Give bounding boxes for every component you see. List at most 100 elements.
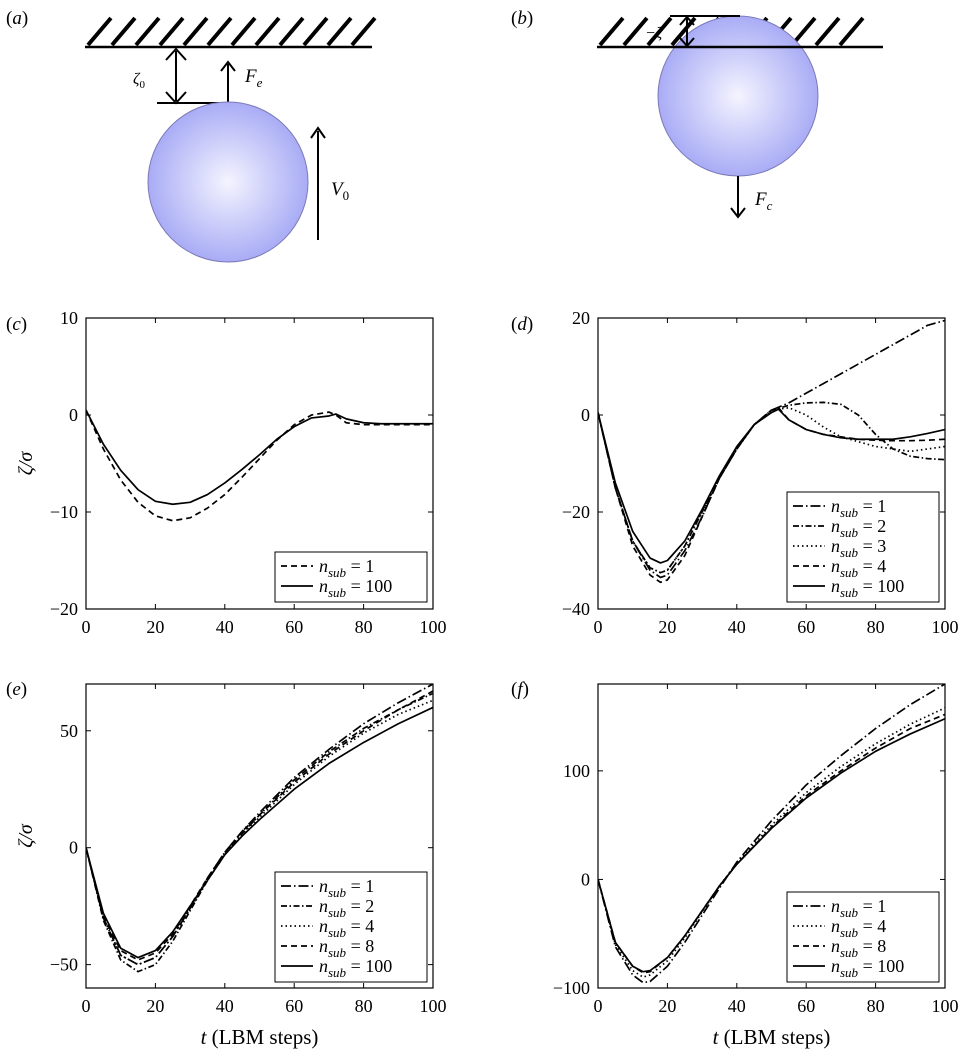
legend-box-e [274, 871, 428, 983]
legend-entry-f-1: nsub = 1 [831, 896, 886, 920]
x-tick-label-e-100: 100 [420, 996, 447, 1016]
series-line-e-100 [86, 706, 433, 959]
hatch-a-11 [350, 16, 377, 47]
panel-a-v0-arrowhead [310, 126, 326, 139]
hatch-a-2 [134, 16, 161, 47]
y-tick-label-c-10: 10 [60, 308, 78, 328]
x-tick-label-c-80: 80 [355, 617, 373, 637]
x-tick-label-e-20: 20 [146, 996, 164, 1016]
x-tick-label-c-40: 40 [216, 617, 234, 637]
legend-entry-d-100: nsub = 100 [831, 576, 904, 600]
series-line-c-1 [86, 409, 433, 522]
x-tick-label-f-60: 60 [797, 996, 815, 1016]
panel-c-letter: (c) [6, 314, 27, 335]
x-tick-label-d-100: 100 [932, 617, 959, 637]
x-tick-label-f-80: 80 [867, 996, 885, 1016]
hatch-a-5 [206, 16, 233, 47]
hatch-a-6 [230, 16, 257, 47]
legend-entry-e-4: nsub = 4 [319, 916, 374, 940]
axes-frame-e [85, 683, 434, 989]
hatch-a-9 [302, 16, 329, 47]
x-tick-label-d-40: 40 [728, 617, 746, 637]
y-tick-label-e-0: 0 [69, 838, 78, 858]
axes-frame-c [85, 317, 434, 610]
x-tick-label-d-0: 0 [594, 617, 603, 637]
legend-entry-d-3: nsub = 3 [831, 536, 886, 560]
x-tick-label-e-40: 40 [216, 996, 234, 1016]
legend-box-d [786, 491, 940, 603]
legend-entry-e-2: nsub = 2 [319, 896, 374, 920]
x-tick-label-f-100: 100 [932, 996, 959, 1016]
series-line-f-100 [598, 717, 945, 973]
legend-entry-f-8: nsub = 8 [831, 936, 886, 960]
x-tick-label-c-20: 20 [146, 617, 164, 637]
y-tick-label-c-0: 0 [69, 405, 78, 425]
panel-a-v0-label: V0 [331, 179, 349, 203]
y-tick-label-c--10: −10 [50, 502, 78, 522]
panel-b: (b) −ζ Fc [511, 8, 883, 219]
hatch-a-8 [278, 16, 305, 47]
panel-a-letter: (a) [6, 8, 28, 29]
y-axis-label-c: ζ/σ [15, 451, 37, 476]
x-tick-label-c-0: 0 [82, 617, 91, 637]
panel-b-zeta-label: −ζ [645, 25, 664, 42]
panel-e: (e) 0 20 40 60 80 100 −50 0 50 ζ/σ t (LBM steps) ns… [6, 679, 447, 1049]
panel-a-gap-arrowhead-top [165, 47, 187, 61]
legend-entry-d-1: nsub = 1 [831, 496, 886, 520]
hatch-a-10 [326, 16, 353, 47]
x-tick-label-d-20: 20 [658, 617, 676, 637]
panel-a-fe-label: Fe [244, 66, 263, 90]
x-tick-label-d-60: 60 [797, 617, 815, 637]
panel-a-zeta0-label: ζ0 [133, 71, 145, 91]
hatch-a-3 [158, 16, 185, 47]
y-tick-label-d-0: 0 [581, 405, 590, 425]
x-axis-label-e: t (LBM steps) [201, 1025, 319, 1049]
series-line-d-100 [598, 408, 945, 564]
y-tick-label-e-50: 50 [60, 721, 78, 741]
y-tick-label-f-100: 100 [563, 761, 590, 781]
x-axis-label-f: t (LBM steps) [713, 1025, 831, 1049]
hatch-a-4 [182, 16, 209, 47]
y-tick-label-f--100: −100 [553, 978, 590, 998]
panel-e-letter: (e) [6, 679, 27, 700]
hatch-b-10 [838, 16, 865, 47]
hatch-a-7 [254, 16, 281, 47]
panel-b-fc-arrowhead [730, 207, 746, 219]
hatch-a-1 [110, 16, 137, 47]
legend-entry-c-100: nsub = 100 [319, 576, 392, 600]
hatch-b-0 [598, 16, 625, 47]
series-line-f-1 [598, 684, 945, 984]
panel-a-fe-arrowhead [220, 60, 236, 72]
y-tick-label-c--20: −20 [50, 599, 78, 619]
x-tick-label-f-40: 40 [728, 996, 746, 1016]
axes-frame-f [597, 683, 946, 989]
x-tick-label-f-0: 0 [594, 996, 603, 1016]
y-tick-label-d--20: −20 [562, 502, 590, 522]
series-line-e-8 [86, 690, 433, 961]
legend-box-c [274, 551, 428, 603]
panel-b-fc-label: Fc [754, 189, 773, 213]
hatch-b-9 [814, 16, 841, 47]
panel-f-letter: (f) [511, 679, 529, 700]
legend-entry-f-100: nsub = 100 [831, 956, 904, 980]
legend-entry-e-1: nsub = 1 [319, 876, 374, 900]
x-tick-label-c-100: 100 [420, 617, 447, 637]
x-tick-label-e-0: 0 [82, 996, 91, 1016]
legend-entry-d-2: nsub = 2 [831, 516, 886, 540]
x-tick-label-c-60: 60 [285, 617, 303, 637]
x-tick-label-f-20: 20 [658, 996, 676, 1016]
x-tick-label-e-60: 60 [285, 996, 303, 1016]
axes-frame-d [597, 317, 946, 610]
x-tick-label-d-80: 80 [867, 617, 885, 637]
legend-entry-f-4: nsub = 4 [831, 916, 886, 940]
y-tick-label-e--50: −50 [50, 955, 78, 975]
series-line-d-4 [598, 406, 945, 584]
hatch-b-1 [622, 16, 649, 47]
